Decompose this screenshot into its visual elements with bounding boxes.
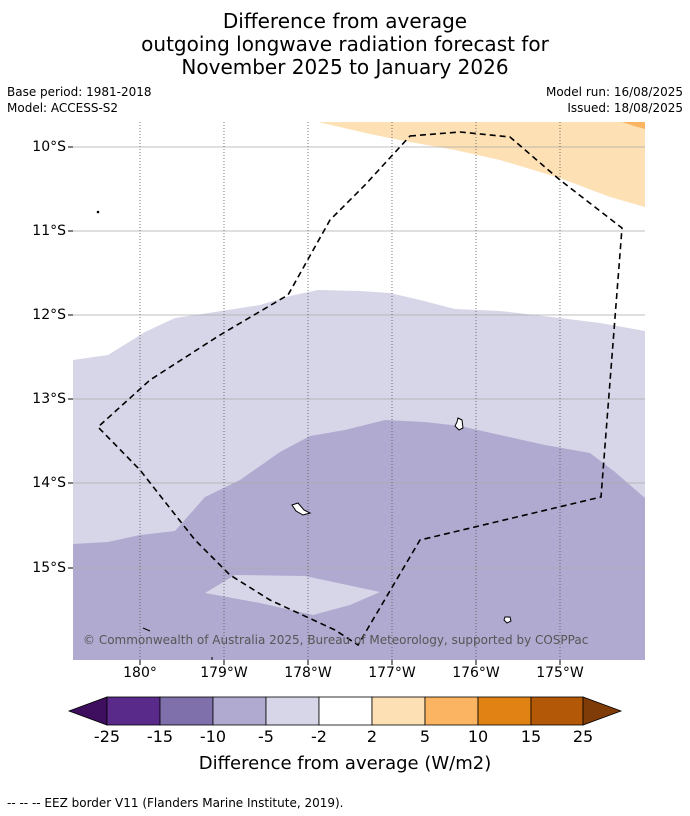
colorbar-extend-low	[67, 696, 108, 726]
lat-label: 13°S	[32, 391, 66, 407]
lat-label: 10°S	[32, 139, 66, 155]
colorbar-seg-3	[212, 696, 267, 726]
lon-label: 180°	[123, 665, 157, 681]
colorbar	[67, 696, 623, 726]
island-northeast	[454, 417, 464, 431]
lat-gridlines	[73, 146, 645, 569]
colorbar-tick: -2	[311, 727, 327, 746]
colorbar-tick: 2	[366, 727, 378, 746]
lat-label: 14°S	[32, 475, 66, 491]
colorbar-tick: -25	[93, 727, 121, 746]
colorbar-label: Difference from average (W/m2)	[198, 753, 492, 774]
colorbar-tick: 10	[467, 727, 489, 746]
lat-ticks	[68, 146, 73, 569]
colorbar-seg-7	[424, 696, 479, 726]
islands	[96, 210, 512, 632]
colorbar-tick: 25	[572, 727, 594, 746]
lon-label: 175°W	[536, 665, 584, 681]
map-panel	[73, 122, 645, 660]
lon-label: 176°W	[452, 665, 500, 681]
base-period: Base period: 1981-2018	[7, 85, 152, 99]
colorbar-seg-4	[265, 696, 320, 726]
colorbar-extend-high	[582, 696, 623, 726]
colorbar-tick: -5	[258, 727, 274, 746]
anomaly-region-plus5-to-plus10	[622, 122, 645, 129]
island-southeast	[503, 616, 512, 624]
eez-border	[96, 131, 623, 647]
island-central	[291, 502, 312, 516]
eez-legend-note: -- -- -- EEZ border V11 (Flanders Marine…	[7, 796, 344, 810]
colorbar-tick: 15	[520, 727, 542, 746]
lat-label: 15°S	[32, 560, 66, 576]
title-line-3: November 2025 to January 2026	[181, 55, 509, 79]
islet-northwest	[96, 210, 100, 214]
lon-label: 177°W	[368, 665, 416, 681]
title-line-1: Difference from average	[222, 9, 468, 33]
lat-label: 12°S	[32, 307, 66, 323]
colorbar-tick: -15	[146, 727, 174, 746]
colorbar-seg-9	[530, 696, 584, 726]
colorbar-seg-6	[371, 696, 426, 726]
model-run: Model run: 16/08/2025	[545, 85, 683, 99]
anomaly-region-minus10-to-minus5	[73, 420, 645, 660]
colorbar-seg-5	[318, 696, 373, 726]
lon-ticks	[139, 660, 561, 665]
title-line-2: outgoing longwave radiation forecast for	[141, 32, 549, 56]
lon-label: 179°W	[200, 665, 248, 681]
islet-west	[142, 627, 151, 632]
lon-label: 178°W	[284, 665, 332, 681]
colorbar-seg-8	[477, 696, 532, 726]
model-name: Model: ACCESS-S2	[7, 101, 119, 115]
lat-label: 11°S	[32, 223, 66, 239]
colorbar-tick: 5	[419, 727, 431, 746]
colorbar-seg-1	[106, 696, 161, 726]
anomaly-region-minus5-to-minus2-inner	[205, 575, 380, 615]
anomaly-region-plus2-to-plus5	[318, 122, 645, 207]
issued-date: Issued: 18/08/2025	[567, 101, 683, 115]
colorbar-seg-2	[159, 696, 214, 726]
colorbar-tick: -10	[199, 727, 227, 746]
map-copyright: © Commonwealth of Australia 2025, Bureau…	[83, 633, 589, 647]
